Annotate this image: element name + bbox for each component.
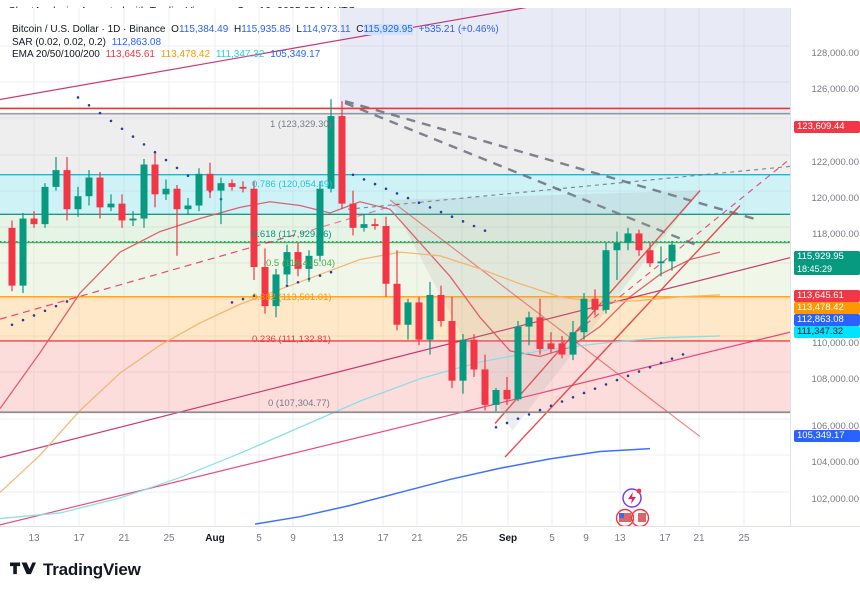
price-tag-value: 111,347.32 xyxy=(797,326,844,337)
price-tick-label: 128,000.00 xyxy=(811,48,859,59)
tradingview-logo[interactable]: TradingView xyxy=(10,560,141,580)
date-tick-label: 13 xyxy=(332,533,344,544)
legend-close-label: C xyxy=(356,24,364,35)
legend-ohlc-row: Bitcoin / U.S. Dollar · 1D · Binance O11… xyxy=(12,24,499,37)
last-price-tag[interactable]: 115,929.95 18:45:29 xyxy=(794,251,860,275)
chart-legend: Bitcoin / U.S. Dollar · 1D · Binance O11… xyxy=(12,24,499,62)
legend-sar-row[interactable]: SAR (0.02, 0.02, 0.2) 112,863.08 xyxy=(12,37,499,50)
date-tick-label: 21 xyxy=(693,533,705,544)
legend-open-value: 115,384.49 xyxy=(178,24,229,35)
legend-high-value: 115,935.85 xyxy=(241,24,291,35)
fib-level-label: 0.236 (111,132.81) xyxy=(252,334,331,345)
price-tick-label: 102,000.00 xyxy=(811,494,859,505)
sar-tag[interactable]: 112,863.08 xyxy=(794,314,860,326)
price-tag-value: 105,349.17 xyxy=(797,430,845,441)
ema20-tag[interactable]: 113,645.61 xyxy=(794,290,860,302)
price-tag-value: 113,645.61 xyxy=(797,290,844,301)
legend-sar-value: 112,863.08 xyxy=(111,36,162,48)
date-tick-label: 5 xyxy=(256,533,262,544)
date-tick-label: Sep xyxy=(498,533,518,544)
footer-bar: TradingView xyxy=(0,552,860,593)
legend-ema20-value: 113,645.61 xyxy=(105,49,155,61)
date-tick-label: 9 xyxy=(583,533,589,544)
date-tick-label: 25 xyxy=(163,533,175,544)
tradingview-mark-icon xyxy=(10,562,36,574)
legend-symbol[interactable]: Bitcoin / U.S. Dollar · 1D · Binance xyxy=(12,24,166,35)
price-tick-label: 106,000.00 xyxy=(811,421,859,432)
fib-level-label: 0.618 (117,929.06) xyxy=(252,229,332,240)
chart-canvas: 1 (123,329.30) 0.786 (120,054.49) 0.618 (1… xyxy=(0,8,790,526)
legend-open-label: O xyxy=(171,24,179,35)
date-tick-label: 21 xyxy=(118,533,130,544)
price-tick-label: 120,000.00 xyxy=(811,193,859,204)
legend-ema50-value: 113,478.42 xyxy=(160,49,211,61)
date-tick-label: 17 xyxy=(73,533,85,544)
price-tick-label: 110,000.00 xyxy=(812,338,859,349)
price-tick-label: 118,000.00 xyxy=(812,229,859,240)
date-tick-label: 13 xyxy=(614,533,626,544)
legend-low-value: 114,973.11 xyxy=(301,24,351,35)
price-tick-label: 122,000.00 xyxy=(811,157,859,168)
date-tick-label: 25 xyxy=(456,533,468,544)
date-tick-label: 21 xyxy=(411,533,423,544)
flag-emoji-icon[interactable] xyxy=(615,508,650,527)
resistance-tag[interactable]: 123,609.44 xyxy=(794,121,860,133)
date-tick-label: 5 xyxy=(549,533,555,544)
fib-level-label: 1 (123,329.30) xyxy=(270,119,332,130)
price-tick-label: 104,000.00 xyxy=(811,457,859,468)
price-tick-label: 126,000.00 xyxy=(811,84,859,95)
price-tick-label: 108,000.00 xyxy=(811,374,859,385)
fib-level-label: 0.786 (120,054.49) xyxy=(252,179,332,190)
legend-change-value: +535.21 (+0.46%) xyxy=(418,24,499,35)
legend-close-value: 115,929.95 xyxy=(363,24,413,35)
fib-level-label: 0.382 (113,501.01) xyxy=(252,292,332,303)
lightning-bolt-icon[interactable] xyxy=(622,488,642,508)
ema50-tag[interactable]: 113,478.42 xyxy=(794,302,860,314)
price-tag-value: 115,929.95 xyxy=(797,251,844,262)
price-tag-value: 112,863.08 xyxy=(797,314,844,325)
date-tick-label: 9 xyxy=(290,533,296,544)
legend-ema-label: EMA 20/50/100/200 xyxy=(12,49,100,61)
date-tick-label: 17 xyxy=(659,533,671,544)
legend-low-label: L xyxy=(296,24,302,35)
price-tag-time: 18:45:29 xyxy=(797,264,833,274)
price-axis[interactable]: 128,000.00126,000.00124,000.00122,000.00… xyxy=(790,8,860,526)
legend-sar-label: SAR (0.02, 0.02, 0.2) xyxy=(12,36,106,48)
date-axis[interactable]: 13 17 21 25 Aug 5 9 13 17 21 25 Sep 5 9 13 17 21 25 xyxy=(0,526,860,553)
legend-ema200-value: 105,349.17 xyxy=(270,49,321,61)
date-tick-label: Aug xyxy=(205,533,225,544)
legend-ema-row[interactable]: EMA 20/50/100/200 113,645.61 113,478.42 … xyxy=(12,49,499,62)
fib-level-label: 0.5 (116,415.04) xyxy=(266,258,335,269)
tradingview-wordmark: TradingView xyxy=(43,560,141,579)
legend-high-label: H xyxy=(234,24,242,35)
price-tag-value: 113,478.42 xyxy=(797,302,844,313)
legend-ema100-value: 111,347.32 xyxy=(215,49,265,61)
ema100-tag[interactable]: 111,347.32 xyxy=(794,326,860,338)
fib-level-label: 0 (107,304.77) xyxy=(268,398,330,409)
chart-plot-area[interactable]: 1 (123,329.30) 0.786 (120,054.49) 0.618 (1… xyxy=(0,8,790,526)
date-tick-label: 13 xyxy=(28,533,40,544)
date-tick-label: 25 xyxy=(738,533,750,544)
price-tag-value: 123,609.44 xyxy=(797,121,845,132)
date-tick-label: 17 xyxy=(377,533,389,544)
ema200-tag[interactable]: 105,349.17 xyxy=(794,430,860,442)
